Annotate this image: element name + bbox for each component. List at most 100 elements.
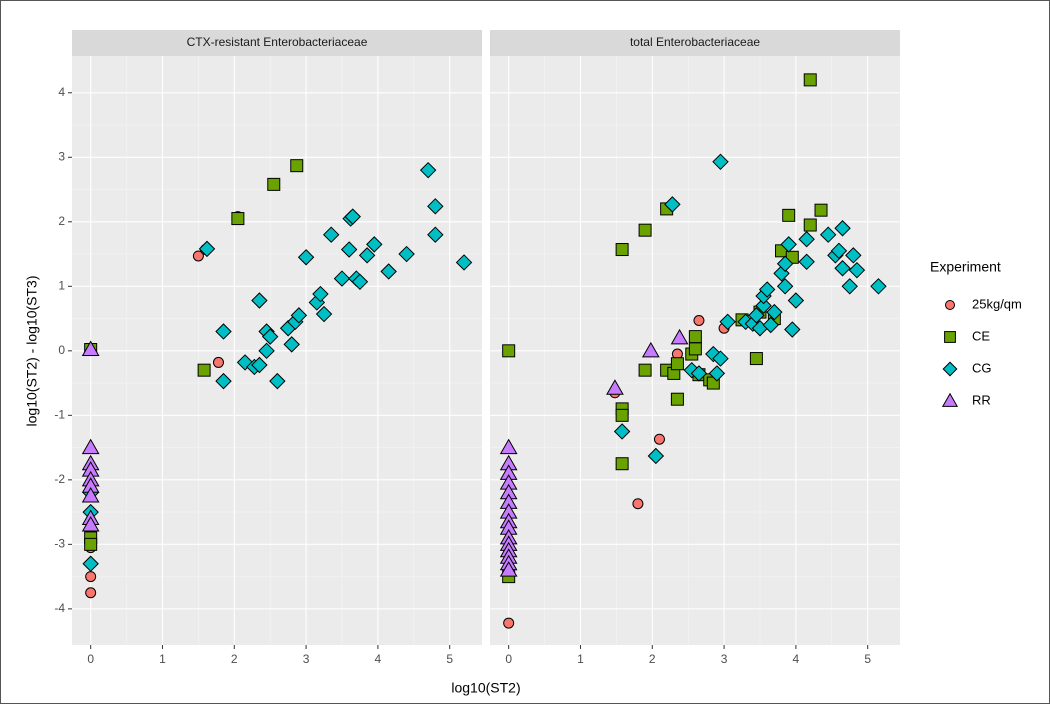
point [670,357,684,371]
point [670,392,684,406]
point [762,316,779,334]
point [215,323,232,340]
point [641,341,660,358]
point [653,433,665,445]
point [340,241,358,258]
point [615,408,629,422]
point [834,220,851,237]
x-tick-label: 0 [87,652,94,666]
point [814,203,828,217]
point [848,261,866,279]
point [690,365,708,382]
point [231,212,245,226]
point [85,587,97,599]
point [366,236,383,253]
y-tick-label: 1 [58,278,65,292]
point [615,457,629,471]
point [712,153,729,171]
point [502,344,516,358]
point [290,307,308,324]
point [834,260,851,277]
point [758,281,776,298]
point [269,372,286,390]
legend-label: RR [972,392,991,407]
point [323,226,340,243]
point [85,571,97,583]
point [503,617,515,629]
point [670,328,689,345]
y-tick-label: -2 [54,472,65,486]
point [632,498,644,510]
legend-key [944,331,956,343]
point [427,198,444,215]
x-tick-label: 2 [649,652,656,666]
point [212,356,224,368]
strip-text: total Enterobacteriaceae [630,35,760,49]
y-axis-title: log10(ST2) - log10(ST3) [24,276,40,427]
point [81,515,100,532]
strip-background [490,30,900,56]
point [845,247,862,264]
x-tick-label: 3 [721,652,728,666]
x-tick-label: 4 [793,652,800,666]
strip-background [72,30,482,56]
x-tick-label: 1 [577,652,584,666]
point [819,226,837,243]
y-tick-label: 3 [58,149,65,163]
point [82,555,99,572]
point [784,321,801,338]
legend-key [941,392,959,407]
x-tick-label: 2 [231,652,238,666]
y-tick-label: -4 [54,601,65,615]
point [297,249,315,266]
point [198,240,216,258]
point [664,196,681,213]
point [251,292,268,309]
point [215,372,232,390]
point [647,447,665,465]
point [613,423,631,440]
y-tick-label: -1 [54,408,65,422]
point [719,313,736,330]
point [638,223,652,237]
point [803,73,817,87]
point [84,537,98,551]
legend-label: CG [972,360,992,375]
legend-label: CE [972,328,990,343]
point [870,278,887,295]
point [708,365,726,382]
point [693,315,705,327]
point [192,250,204,262]
point [455,254,473,271]
point [312,285,329,303]
point [638,363,652,377]
point [283,336,300,353]
point [419,161,437,179]
legend-title: Experiment [930,259,1001,275]
point [755,297,772,314]
point [749,352,763,366]
point [81,438,100,455]
point [499,438,518,455]
point [798,253,815,271]
point [333,270,351,287]
x-tick-label: 5 [446,652,453,666]
point [606,379,624,395]
y-tick-label: 2 [58,214,65,228]
point [615,243,629,257]
legend-key [945,300,955,310]
x-tick-label: 1 [159,652,166,666]
point [688,342,702,356]
point [798,231,815,248]
point [803,218,817,232]
point [712,350,729,367]
strip-text: CTX-resistant Enterobacteriaceae [187,35,368,49]
point [776,255,794,272]
x-tick-label: 4 [375,652,382,666]
point [499,561,518,577]
point [251,356,268,374]
point [841,278,858,295]
point [748,307,765,324]
x-tick-label: 3 [303,652,310,666]
y-tick-label: 0 [58,343,65,357]
